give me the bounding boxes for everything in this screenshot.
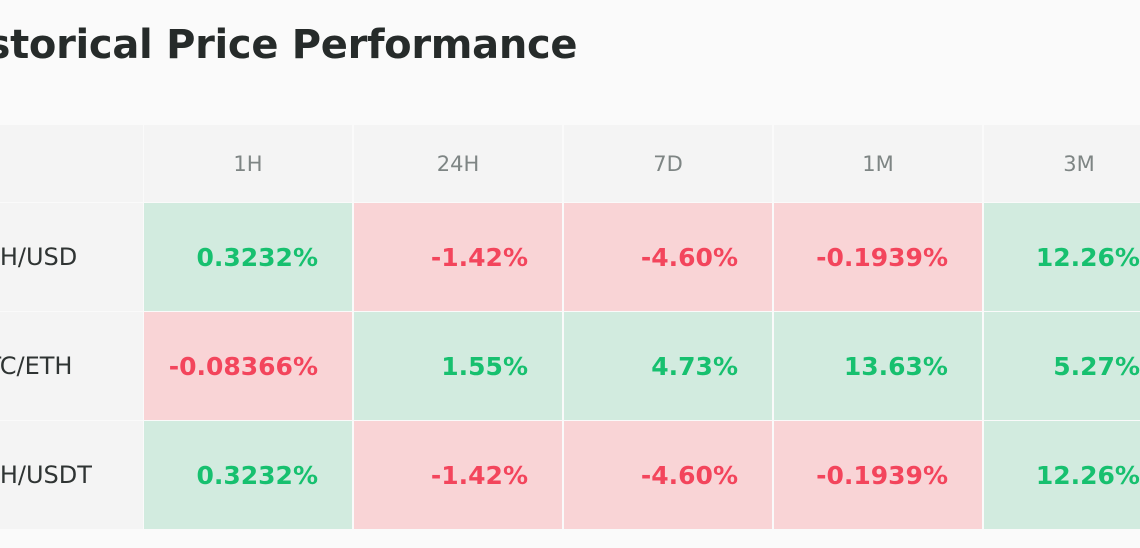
page-title: Historical Price Performance	[0, 22, 578, 68]
perf-cell-1h: -0.08366%	[144, 312, 352, 420]
header-corner-cell	[0, 125, 143, 202]
row-label-cell[interactable]: ETH/USDT	[0, 421, 143, 529]
perf-cell-3m: 12.26%	[984, 203, 1140, 311]
perf-cell-3m: 12.26%	[984, 421, 1140, 529]
perf-cell-3m: 5.27%	[984, 312, 1140, 420]
perf-cell-7d: 4.73%	[564, 312, 772, 420]
perf-cell-24h: -1.42%	[354, 421, 562, 529]
column-header-3m[interactable]: 3M	[984, 125, 1140, 202]
perf-cell-1h: 0.3232%	[144, 203, 352, 311]
column-header-1m[interactable]: 1M	[774, 125, 982, 202]
perf-cell-7d: -4.60%	[564, 421, 772, 529]
table-row: ETH/USD 0.3232% -1.42% -4.60% -0.1939% 1…	[0, 203, 1140, 311]
table-header-row: 1H 24H 7D 1M 3M	[0, 125, 1140, 202]
column-header-1h[interactable]: 1H	[144, 125, 352, 202]
perf-cell-1m: -0.1939%	[774, 421, 982, 529]
table-row: BTC/ETH -0.08366% 1.55% 4.73% 13.63% 5.2…	[0, 312, 1140, 420]
pair-label: BTC/ETH	[0, 352, 73, 380]
column-header-24h[interactable]: 24H	[354, 125, 562, 202]
column-header-7d[interactable]: 7D	[564, 125, 772, 202]
pair-label: ETH/USDT	[0, 461, 92, 489]
pair-label: ETH/USD	[0, 243, 78, 271]
perf-cell-24h: -1.42%	[354, 203, 562, 311]
perf-cell-1h: 0.3232%	[144, 421, 352, 529]
perf-cell-1m: 13.63%	[774, 312, 982, 420]
perf-cell-1m: -0.1939%	[774, 203, 982, 311]
row-label-cell[interactable]: BTC/ETH	[0, 312, 143, 420]
table-row: ETH/USDT 0.3232% -1.42% -4.60% -0.1939% …	[0, 421, 1140, 529]
performance-table: 1H 24H 7D 1M 3M ETH/USD 0.3232% -1.42% -…	[0, 125, 1140, 530]
row-label-cell[interactable]: ETH/USD	[0, 203, 143, 311]
perf-cell-7d: -4.60%	[564, 203, 772, 311]
perf-cell-24h: 1.55%	[354, 312, 562, 420]
